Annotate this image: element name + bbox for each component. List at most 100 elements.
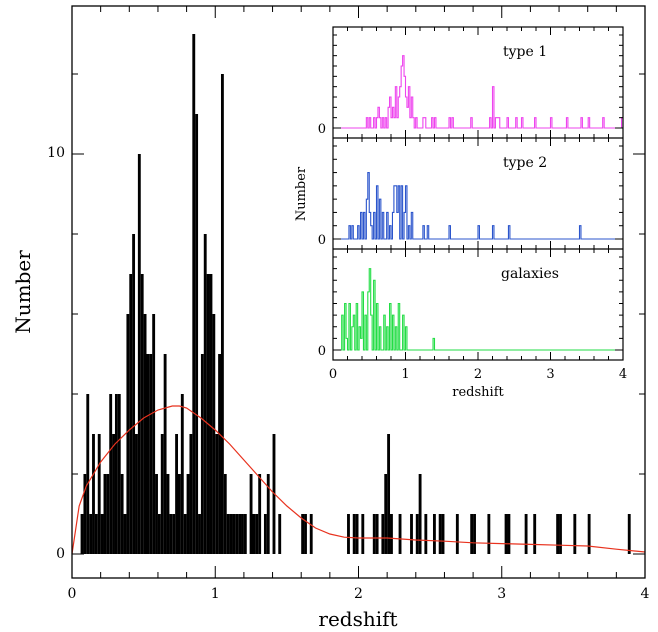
histogram-bar — [432, 514, 436, 554]
panel-zero-label: 0 — [318, 233, 326, 248]
histogram-bar — [507, 514, 511, 554]
histogram-bar — [235, 514, 239, 554]
inset-x-axis-title: redshift — [452, 385, 504, 400]
inset-background — [333, 27, 623, 360]
histogram-bar — [160, 434, 164, 554]
histogram-bar — [172, 514, 176, 554]
inset-x-tick-label: 1 — [401, 367, 409, 382]
x-tick-label: 1 — [211, 586, 220, 602]
histogram-bar — [398, 514, 402, 554]
histogram-bar — [120, 474, 124, 554]
histogram-bar — [180, 394, 184, 554]
histogram-bar — [415, 514, 419, 554]
histogram-bar — [473, 514, 476, 554]
histogram-bar — [94, 514, 98, 554]
histogram-bar — [143, 314, 147, 554]
histogram-bar — [384, 474, 388, 554]
histogram-bar — [220, 74, 224, 554]
histogram-bar — [226, 514, 230, 554]
histogram-bar — [103, 474, 107, 554]
x-tick-label: 4 — [641, 586, 650, 602]
histogram-bar — [157, 514, 161, 554]
histogram-bar — [183, 514, 187, 554]
histogram-bar — [258, 474, 262, 554]
fit-curve — [71, 405, 646, 555]
histogram-bar — [238, 514, 242, 554]
y-tick-label: 10 — [47, 145, 65, 161]
x-axis-title: redshift — [318, 607, 397, 631]
histogram-bar — [112, 434, 115, 554]
histogram-bar — [418, 474, 422, 554]
histogram-bar — [126, 314, 130, 554]
panel-label-type1: type 1 — [503, 44, 547, 60]
histogram-bar — [309, 514, 313, 554]
histogram-bar — [178, 474, 181, 554]
y-axis-title: Number — [11, 250, 35, 334]
histogram-bar — [559, 514, 562, 554]
histogram-bar — [587, 514, 591, 554]
histogram-bar — [146, 354, 150, 554]
histogram-bar — [441, 514, 445, 554]
histogram-bar — [455, 514, 459, 554]
histogram-bar — [212, 314, 216, 554]
histogram-bar — [218, 354, 221, 554]
histogram-bar — [504, 514, 508, 554]
histogram-bar — [304, 514, 307, 554]
histogram-bar — [372, 514, 376, 554]
histogram-bar — [198, 514, 201, 554]
histogram-bar — [163, 354, 167, 554]
histogram-bar — [140, 274, 144, 554]
main-y-tick-labels: 0 10 — [47, 145, 65, 562]
histogram-bar — [83, 474, 87, 554]
x-tick-label: 2 — [354, 586, 363, 602]
histogram-bar — [92, 434, 95, 554]
main-bars — [80, 34, 631, 554]
histogram-bar — [137, 154, 141, 554]
panel-label-type2: type 2 — [503, 155, 547, 171]
histogram-bar — [135, 434, 138, 554]
histogram-bar — [352, 514, 356, 554]
histogram-bar — [556, 514, 560, 554]
histogram-bar — [387, 434, 391, 554]
main-plot: 0 1 2 3 4 0 10 redshift Number — [11, 5, 650, 631]
panel-label-galaxies: galaxies — [501, 266, 559, 282]
inset-x-tick-label: 2 — [474, 367, 482, 382]
histogram-bar — [215, 434, 219, 554]
histogram-bar — [229, 514, 233, 554]
histogram-bar — [410, 514, 413, 554]
histogram-bar — [301, 514, 305, 554]
inset-x-tick-label: 4 — [619, 367, 627, 382]
histogram-bar — [109, 394, 113, 554]
histogram-bar — [266, 474, 270, 554]
histogram-bar — [232, 514, 236, 554]
histogram-bar — [97, 434, 101, 554]
inset-x-tick-label: 3 — [546, 367, 554, 382]
histogram-bar — [89, 514, 93, 554]
histogram-bar — [123, 514, 127, 554]
inset-frames — [332, 26, 624, 361]
histogram-bar — [117, 394, 121, 554]
inset-histogram-0 — [333, 55, 623, 129]
histogram-bar — [524, 514, 528, 554]
histogram-bar — [424, 514, 428, 554]
histogram-bar — [206, 274, 210, 554]
histogram-bar — [249, 474, 253, 554]
histogram-bar — [255, 514, 259, 554]
histogram-bar — [149, 354, 153, 554]
histogram-bar — [438, 514, 442, 554]
histogram-bar — [243, 514, 247, 554]
main-x-tick-labels: 0 1 2 3 4 — [68, 586, 650, 602]
histogram-bar — [132, 234, 136, 554]
inset-panels — [333, 55, 623, 351]
histogram-bar — [200, 354, 204, 554]
histogram-bar — [381, 514, 385, 554]
x-tick-label: 0 — [68, 586, 77, 602]
histogram-bar — [223, 474, 227, 554]
histogram-bar — [278, 514, 282, 554]
x-tick-label: 3 — [497, 586, 506, 602]
histogram-bar — [241, 514, 244, 554]
inset-x-tick-labels: 0 1 2 3 4 — [329, 367, 627, 382]
histogram-bar — [390, 514, 393, 554]
histogram-bar — [189, 434, 193, 554]
